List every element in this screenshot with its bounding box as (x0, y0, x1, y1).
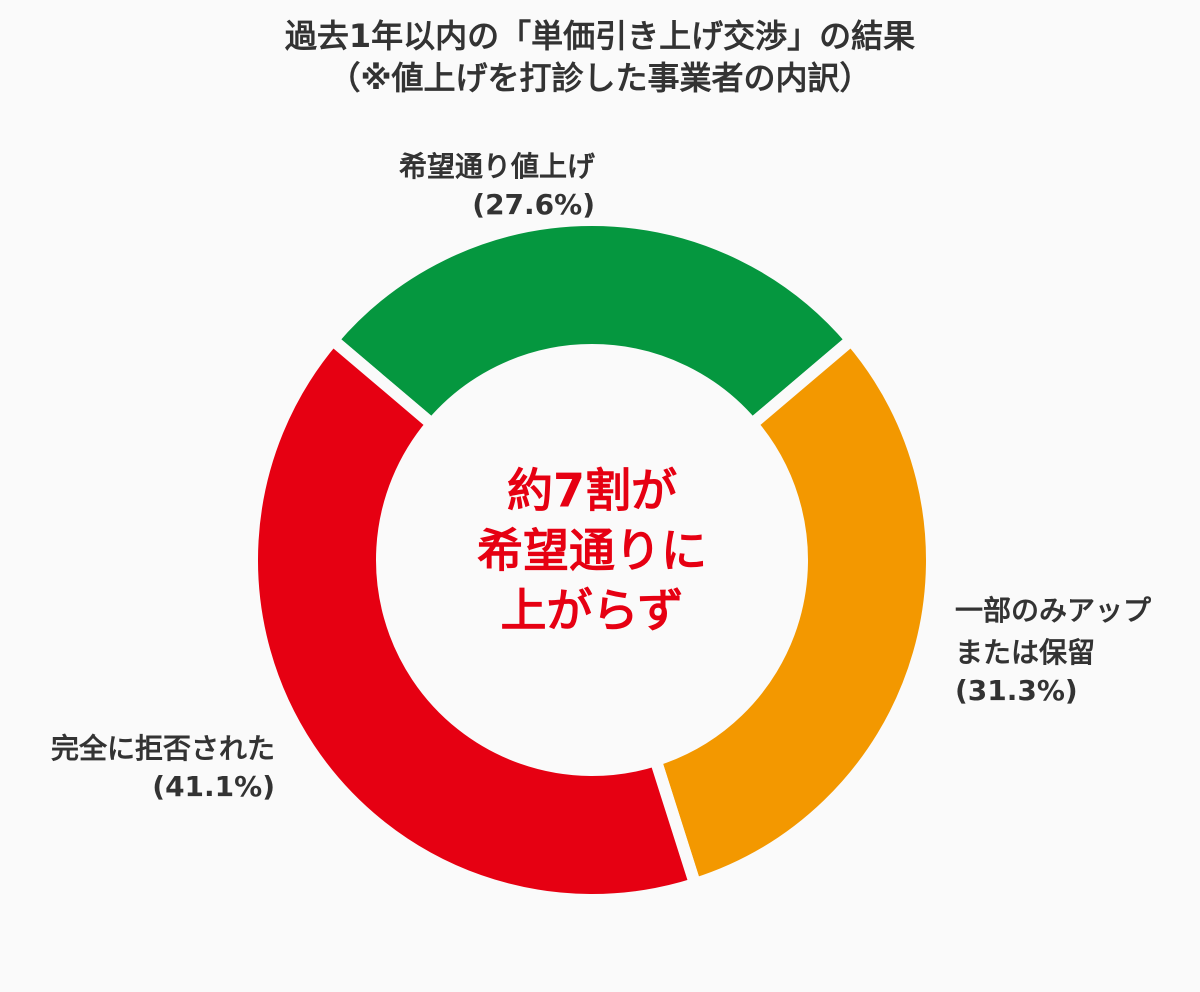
slice-value-label: (41.1%) (152, 770, 275, 803)
donut-slice (246, 331, 703, 906)
chart-subtitle: （※値上げを打診した事業者の内訳） (328, 59, 871, 97)
slice-label: 完全に拒否された (51, 732, 275, 765)
chart-title: 過去1年以内の「単価引き上げ交渉」の結果 (285, 17, 915, 55)
center-text: 上がらず (500, 584, 683, 638)
donut-slice (648, 331, 938, 892)
slice-label: または保留 (955, 636, 1095, 669)
center-text: 希望通りに (477, 524, 707, 578)
slice-value-label: (31.3%) (955, 674, 1078, 707)
slice-label: 一部のみアップ (955, 594, 1152, 627)
donut-slice (324, 214, 860, 433)
slice-label: 希望通り値上げ (399, 150, 596, 183)
slice-value-label: (27.6%) (472, 188, 595, 221)
center-text: 約7割が (507, 464, 677, 518)
